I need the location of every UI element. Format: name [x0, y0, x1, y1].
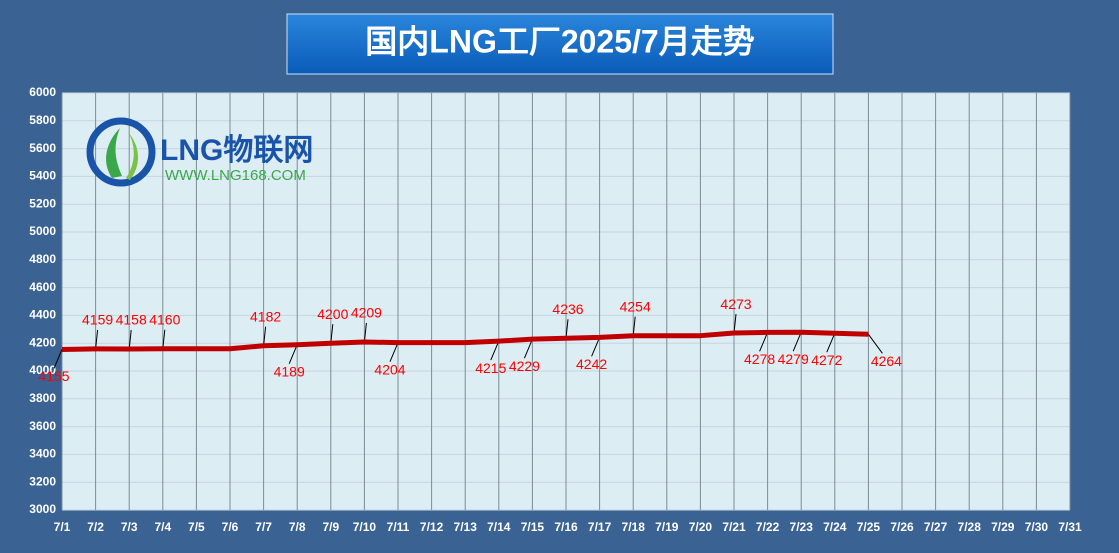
- y-tick-label: 5400: [29, 169, 56, 183]
- grid: 3000 3200 3400 3600 3800 4000 4200 4400 4600 4800…: [29, 85, 1082, 534]
- x-tick-label: 7/29: [991, 520, 1015, 534]
- value-label: 4204: [374, 361, 405, 377]
- value-label: 4278: [744, 351, 775, 367]
- y-tick-label: 5800: [29, 113, 56, 127]
- leader-line: [759, 332, 769, 352]
- y-tick-label: 5000: [29, 224, 56, 238]
- x-tick-label: 7/21: [722, 520, 746, 534]
- logo: LNG物联网 WWW.LNG168.COM: [86, 117, 313, 187]
- x-tick-label: 7/4: [154, 520, 171, 534]
- value-label: 4264: [871, 353, 902, 369]
- leader-line: [490, 340, 500, 361]
- y-tick-label: 4600: [29, 280, 56, 294]
- logo-url: WWW.LNG168.COM: [165, 167, 306, 184]
- x-tick-label: 7/17: [588, 520, 612, 534]
- x-tick-label: 7/16: [554, 520, 578, 534]
- x-tick-label: 7/8: [289, 520, 306, 534]
- x-tick-label: 7/1: [54, 520, 71, 534]
- x-tick-label: 7/23: [790, 520, 814, 534]
- leader-line: [523, 338, 533, 359]
- leader-line: [162, 329, 166, 349]
- x-tick-label: 7/10: [353, 520, 377, 534]
- x-tick-label: 7/2: [87, 520, 104, 534]
- leader-line: [792, 332, 802, 352]
- y-tick-label: 3400: [29, 447, 56, 461]
- x-tick-label: 7/15: [521, 520, 545, 534]
- y-tick-label: 3800: [29, 391, 56, 405]
- x-tick-label: 7/26: [890, 520, 914, 534]
- x-tick-label: 7/28: [958, 520, 982, 534]
- x-tick-label: 7/6: [222, 520, 239, 534]
- leader-line: [128, 329, 132, 350]
- leader-line: [867, 334, 883, 354]
- x-tick-label: 7/27: [924, 520, 948, 534]
- x-tick-label: 7/5: [188, 520, 205, 534]
- x-tick-label: 7/11: [387, 520, 410, 534]
- value-label: 4182: [250, 308, 281, 324]
- chart-title: 国内LNG工厂2025/7月走势: [365, 23, 754, 59]
- x-tick-label: 7/7: [255, 520, 272, 534]
- x-tick-label: 7/25: [857, 520, 881, 534]
- x-tick-label: 7/13: [454, 520, 478, 534]
- marks: 4155 4159 4158 4160 4182 4189 4200 4209 4204 4215…: [38, 296, 902, 384]
- x-tick-label: 7/19: [655, 520, 679, 534]
- x-tick-label: 7/18: [622, 520, 646, 534]
- y-tick-label: 4200: [29, 335, 56, 349]
- y-tick-label: 3600: [29, 419, 56, 433]
- logo-leaf: [106, 128, 122, 178]
- value-label: 4242: [576, 356, 607, 372]
- leader-line: [263, 326, 267, 346]
- x-tick-label: 7/31: [1058, 520, 1082, 534]
- leader-line: [389, 342, 399, 362]
- value-label: 4200: [317, 306, 348, 322]
- x-tick-label: 7/20: [689, 520, 713, 534]
- value-label: 4159: [82, 312, 113, 328]
- x-tick-label: 7/14: [487, 520, 511, 534]
- x-tick-label: 7/30: [1025, 520, 1049, 534]
- x-tick-label: 7/24: [823, 520, 847, 534]
- value-label: 4229: [509, 358, 540, 374]
- x-tick-label: 7/22: [756, 520, 780, 534]
- x-tick-label: 7/12: [420, 520, 444, 534]
- title-box: [286, 13, 834, 75]
- leader-line: [95, 329, 99, 349]
- value-label: 4236: [552, 301, 583, 317]
- leader-line: [565, 319, 569, 339]
- leader-line: [632, 316, 636, 336]
- y-tick-label: 4000: [29, 363, 56, 377]
- value-label: 4273: [720, 296, 751, 312]
- line: [61, 329, 869, 352]
- leader-line: [591, 337, 601, 357]
- leader-line: [330, 324, 334, 344]
- y-tick-label: 3200: [29, 474, 56, 488]
- y-tick-label: 5200: [29, 196, 56, 210]
- value-label: 4215: [475, 360, 506, 376]
- leader-line: [288, 344, 298, 364]
- logo-leaf: [126, 132, 139, 180]
- value-label: 4189: [274, 363, 305, 379]
- logo-text: LNG物联网: [160, 134, 313, 167]
- leader-line: [53, 349, 63, 369]
- value-label: 4254: [620, 298, 651, 314]
- y-tick-label: 4800: [29, 252, 56, 266]
- y-tick-label: 5600: [29, 141, 56, 155]
- x-tick-label: 7/3: [121, 520, 138, 534]
- value-label: 4155: [38, 368, 69, 384]
- value-label: 4272: [811, 352, 842, 368]
- value-label: 4158: [116, 312, 147, 328]
- leader-line: [826, 332, 836, 353]
- y-tick-label: 4400: [29, 308, 56, 322]
- leader-line: [363, 322, 367, 343]
- y-tick-label: 6000: [29, 85, 56, 99]
- logo-ring: [86, 117, 156, 187]
- value-label: 4209: [351, 305, 382, 321]
- value-label: 4279: [778, 351, 809, 367]
- leader-line: [733, 314, 737, 334]
- x-tick-label: 7/9: [322, 520, 339, 534]
- y-tick-label: 3000: [29, 502, 56, 516]
- value-label: 4160: [149, 311, 180, 327]
